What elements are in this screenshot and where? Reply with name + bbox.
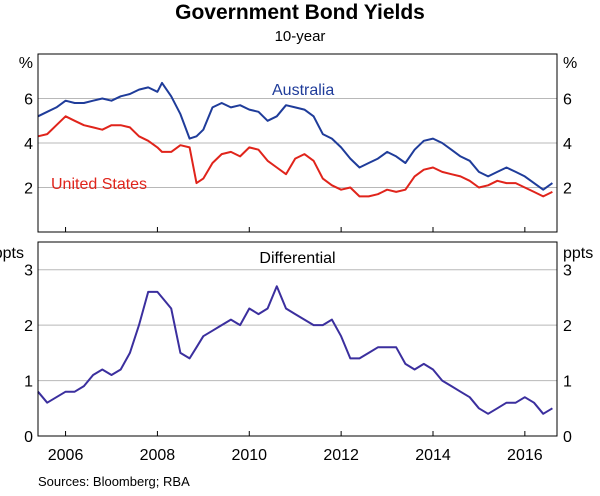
x-tick-label: 2008 xyxy=(140,447,176,464)
bottom-panel: 00112233pptspptsDifferential200620082010… xyxy=(0,241,593,464)
y-tick-label-right: 2 xyxy=(563,181,572,198)
y-tick-label-right: 1 xyxy=(563,374,572,391)
series-line-differential xyxy=(37,285,553,415)
series-line-united-states xyxy=(37,115,553,198)
y-tick-label-left: 6 xyxy=(24,92,33,109)
series-label-united-states: United States xyxy=(51,176,147,193)
y-tick-label-right: 2 xyxy=(563,318,572,335)
x-tick-label: 2014 xyxy=(415,447,451,464)
y-tick-label-left: 1 xyxy=(24,374,33,391)
x-tick-label: 2006 xyxy=(48,447,84,464)
x-tick-label: 2016 xyxy=(507,447,543,464)
y-tick-label-left: 0 xyxy=(24,429,33,446)
y-tick-label-left: 3 xyxy=(24,263,33,280)
panel-frame xyxy=(37,53,558,233)
x-tick-label: 2012 xyxy=(323,447,359,464)
panel-frame xyxy=(37,241,558,437)
panel-title: Differential xyxy=(259,250,335,267)
series-line-australia xyxy=(37,81,553,191)
chart-subtitle: 10-year xyxy=(274,28,326,45)
unit-label-left: ppts xyxy=(0,245,24,262)
unit-label-right: % xyxy=(563,55,577,72)
y-tick-label-right: 3 xyxy=(563,263,572,280)
x-tick-label: 2010 xyxy=(231,447,267,464)
y-tick-label-left: 2 xyxy=(24,181,33,198)
y-tick-label-right: 4 xyxy=(563,136,572,153)
y-tick-label-left: 2 xyxy=(24,318,33,335)
unit-label-left: % xyxy=(19,55,33,72)
unit-label-right: ppts xyxy=(563,245,593,262)
chart-title: Government Bond Yields xyxy=(175,1,425,24)
y-tick-label-right: 6 xyxy=(563,92,572,109)
y-tick-label-right: 0 xyxy=(563,429,572,446)
top-panel: 2 2 4 4 6 6% % Australia United States xyxy=(19,53,577,233)
y-tick-label-left: 4 xyxy=(24,136,33,153)
source-note: Sources: Bloomberg; RBA xyxy=(38,474,190,489)
series-label-australia: Australia xyxy=(272,82,334,99)
